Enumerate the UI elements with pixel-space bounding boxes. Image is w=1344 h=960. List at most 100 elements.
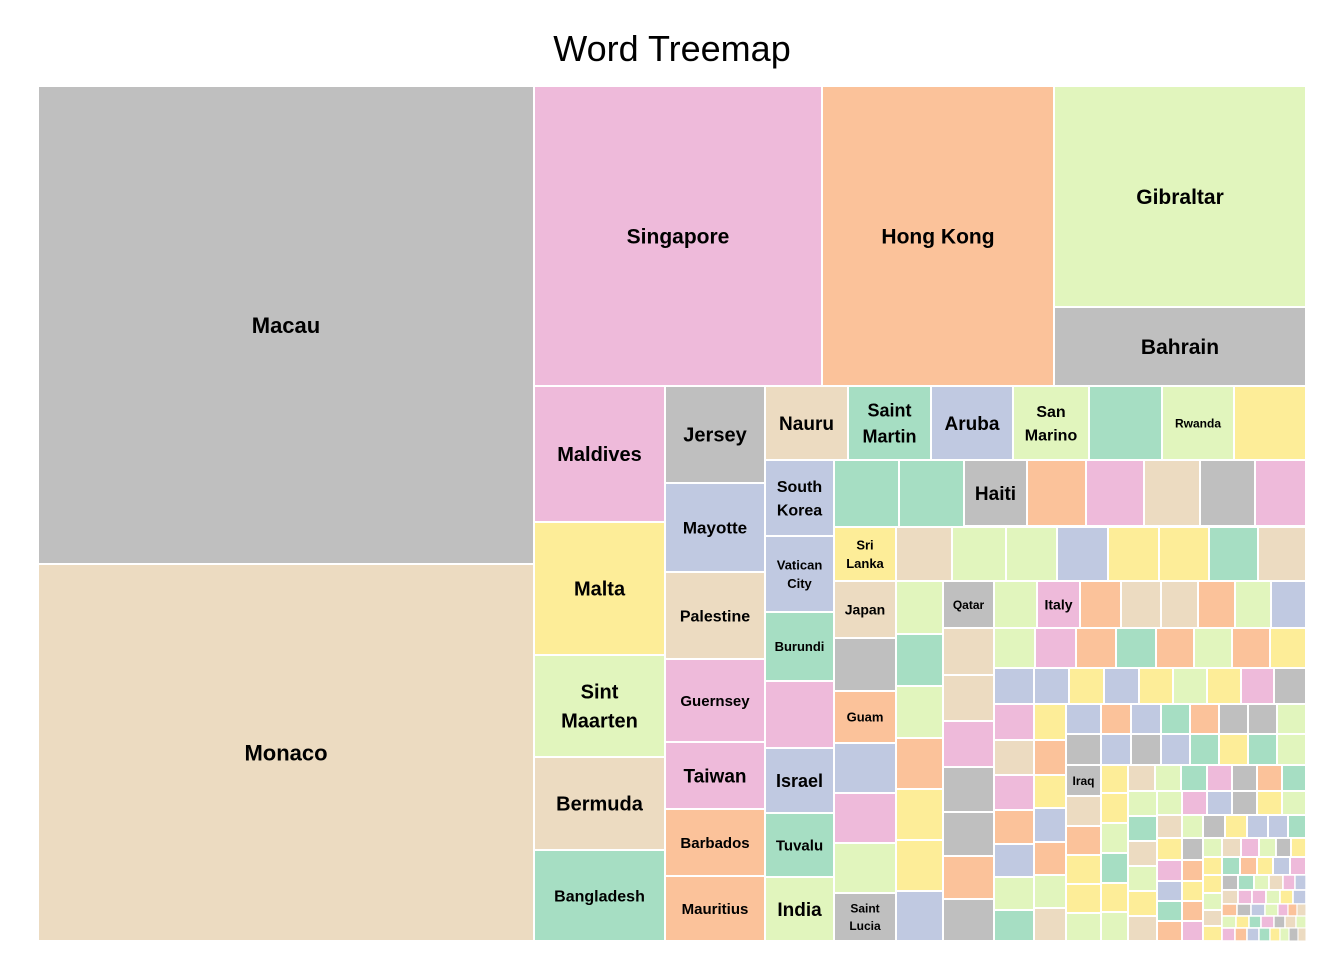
tile-label-aruba: Aruba [945, 414, 1000, 435]
treemap-tile-japan [833, 580, 897, 639]
treemap-tile-unlabeled-18 [833, 637, 897, 692]
treemap-tile-unlabeled-49 [1231, 627, 1271, 669]
treemap-tile-unlabeled-12 [1005, 526, 1058, 582]
treemap-tile-unlabeled-86 [1189, 733, 1220, 766]
tile-label-malta: Malta [574, 579, 626, 601]
treemap-tile-unlabeled-140 [1258, 837, 1277, 858]
tile-label-taiwan: Taiwan [684, 766, 747, 787]
treemap-tile-south-korea [764, 459, 835, 537]
treemap-tile-unlabeled-103 [1100, 792, 1129, 824]
treemap-tile-unlabeled-97 [1281, 764, 1307, 792]
treemap-tile-unlabeled-177 [1284, 915, 1297, 929]
tile-label-india: India [777, 900, 822, 921]
treemap-tile-unlabeled-2 [1233, 385, 1307, 461]
treemap-tile-unlabeled-101 [1065, 883, 1102, 914]
treemap-tile-unlabeled-98 [1065, 795, 1102, 827]
treemap-tile-unlabeled-69 [1033, 774, 1067, 809]
treemap-tile-unlabeled-135 [1267, 814, 1289, 839]
treemap-tile-unlabeled-129 [1181, 880, 1204, 902]
treemap-tile-unlabeled-95 [1231, 764, 1258, 792]
treemap-tile-unlabeled-122 [1156, 859, 1183, 882]
treemap-tile-unlabeled-115 [1181, 790, 1208, 816]
treemap-tile-unlabeled-167 [1250, 903, 1266, 917]
treemap-tile-unlabeled-10 [895, 526, 953, 582]
treemap-tile-unlabeled-126 [1181, 814, 1204, 839]
treemap-tile-unlabeled-25 [895, 737, 944, 790]
treemap-tile-unlabeled-132 [1202, 814, 1226, 839]
treemap-tile-unlabeled-109 [1127, 815, 1158, 842]
treemap-tile-macau [37, 85, 535, 565]
treemap-tile-unlabeled-47 [1155, 627, 1195, 669]
treemap-tile-unlabeled-9 [1254, 459, 1307, 527]
treemap-tile-unlabeled-112 [1127, 890, 1158, 917]
treemap-tile-unlabeled-78 [1189, 703, 1220, 735]
treemap-tile-unlabeled-152 [1202, 925, 1223, 942]
treemap-tile-unlabeled-31 [942, 720, 995, 768]
treemap-tile-unlabeled-186 [1297, 927, 1307, 942]
treemap-tile-unlabeled-121 [1156, 837, 1183, 861]
treemap-tile-unlabeled-72 [1033, 874, 1067, 909]
treemap-tile-unlabeled-39 [1160, 580, 1199, 629]
tile-label-israel: Israel [776, 771, 823, 791]
treemap-tile-unlabeled-111 [1127, 865, 1158, 892]
treemap-tile-unlabeled-136 [1287, 814, 1307, 839]
treemap-tile-unlabeled-13 [1056, 526, 1109, 582]
treemap-tile-unlabeled-81 [1276, 703, 1307, 735]
treemap-tile-unlabeled-146 [1256, 856, 1274, 876]
treemap-tile-unlabeled-35 [942, 898, 995, 942]
treemap-tile-unlabeled-83 [1100, 733, 1132, 766]
tile-label-bahrain: Bahrain [1141, 336, 1219, 359]
treemap-tile-unlabeled-114 [1156, 790, 1183, 816]
treemap-tile-unlabeled-106 [1100, 882, 1129, 913]
tile-label-bermuda: Bermuda [556, 794, 644, 816]
treemap-tile-unlabeled-65 [993, 876, 1035, 911]
treemap-tile-unlabeled-156 [1268, 874, 1284, 891]
treemap-tile-unlabeled-76 [1130, 703, 1162, 735]
treemap-tile-sint-maarten [533, 654, 666, 758]
treemap-tile-unlabeled-124 [1156, 900, 1183, 922]
treemap-tile-italy [1036, 580, 1081, 629]
treemap-tile-unlabeled-60 [993, 703, 1035, 741]
treemap-tile-unlabeled-1 [1088, 385, 1163, 461]
treemap-tile-maldives [533, 385, 666, 523]
treemap-tile-hong-kong [821, 85, 1055, 387]
tile-label-guam: Guam [847, 710, 884, 725]
tile-label-italy: Italy [1044, 597, 1072, 613]
treemap-tile-unlabeled-57 [1206, 667, 1242, 705]
treemap-tile-unlabeled-33 [942, 811, 995, 857]
treemap-tile-unlabeled-89 [1276, 733, 1307, 766]
treemap-tile-unlabeled-144 [1221, 856, 1241, 876]
tile-label-qatar: Qatar [953, 598, 985, 612]
treemap-tile-unlabeled-145 [1239, 856, 1258, 876]
treemap-tile-unlabeled-51 [993, 667, 1035, 705]
tile-label-burundi: Burundi [775, 639, 825, 654]
treemap-tile-unlabeled-82 [1065, 733, 1102, 766]
treemap-tile-unlabeled-119 [1281, 790, 1307, 816]
tile-label-hong-kong: Hong Kong [881, 226, 994, 249]
treemap-tile-unlabeled-21 [833, 842, 897, 894]
treemap-tile-unlabeled-75 [1100, 703, 1132, 735]
treemap-tile-unlabeled-100 [1065, 854, 1102, 885]
treemap-tile-qatar [942, 580, 995, 629]
treemap-tile-unlabeled-0 [764, 680, 835, 749]
treemap-tile-singapore [533, 85, 823, 387]
treemap-tile-unlabeled-14 [1107, 526, 1160, 582]
treemap-tile-guernsey [664, 658, 766, 743]
treemap-tile-unlabeled-183 [1269, 927, 1281, 942]
treemap-tile-unlabeled-172 [1221, 915, 1237, 929]
treemap-tile-unlabeled-63 [993, 809, 1035, 845]
treemap-tile-unlabeled-137 [1202, 837, 1223, 858]
treemap-tile-unlabeled-85 [1160, 733, 1191, 766]
treemap-tile-unlabeled-56 [1172, 667, 1208, 705]
treemap-tile-unlabeled-16 [1208, 526, 1259, 582]
treemap-tile-unlabeled-27 [895, 839, 944, 892]
treemap-tile-haiti [963, 459, 1028, 527]
treemap-tile-unlabeled-147 [1272, 856, 1291, 876]
treemap-tile-unlabeled-178 [1295, 915, 1307, 929]
treemap-tile-unlabeled-104 [1100, 822, 1129, 854]
tile-label-maldives: Maldives [557, 444, 641, 466]
treemap-tile-unlabeled-73 [1033, 907, 1067, 942]
treemap-tile-unlabeled-174 [1248, 915, 1262, 929]
treemap-tile-unlabeled-169 [1277, 903, 1289, 917]
treemap-tile-unlabeled-93 [1180, 764, 1208, 792]
